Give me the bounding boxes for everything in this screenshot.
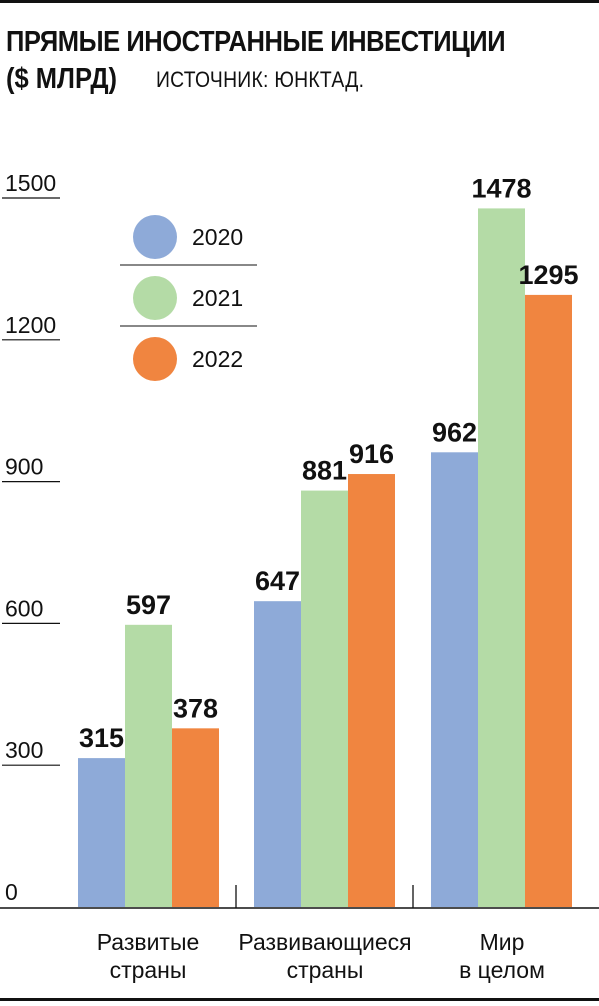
legend: 2020 2021 2022	[120, 215, 257, 381]
y-tick-label: 900	[5, 454, 43, 480]
y-tick-label: 600	[5, 595, 43, 621]
bar	[348, 474, 395, 907]
y-tick-label: 300	[5, 737, 43, 763]
bar	[172, 728, 219, 907]
bar	[125, 624, 172, 907]
bar	[478, 208, 525, 907]
x-category-label: Развивающиеся	[238, 929, 411, 955]
legend-swatch	[133, 215, 177, 259]
bar-value-label: 881	[302, 456, 347, 486]
bars	[78, 208, 572, 907]
top-rule	[0, 0, 599, 3]
legend-swatch	[133, 337, 177, 381]
chart-source: ИСТОЧНИК: ЮНКТАД.	[156, 67, 365, 92]
y-tick-label: 1200	[5, 312, 56, 338]
bar-value-label: 315	[79, 723, 124, 753]
x-category-label: Мир	[480, 929, 525, 955]
bar	[431, 452, 478, 907]
bar-value-label: 1295	[518, 260, 578, 290]
bottom-rule	[0, 998, 599, 1001]
chart-unit: ($ МЛРД)	[6, 63, 118, 95]
bar-value-label: 916	[349, 439, 394, 469]
y-axis: 0 300 600 900 1200 1500	[2, 170, 60, 905]
legend-swatch	[133, 276, 177, 320]
bar	[525, 294, 572, 907]
legend-label: 2022	[192, 346, 243, 372]
bar-value-label: 647	[255, 566, 300, 596]
value-labels: 315 647 962 597 881 1478 378 916 1295	[79, 173, 579, 753]
y-tick-label: 0	[5, 879, 18, 905]
bar	[254, 601, 301, 907]
y-tick-label: 1500	[5, 170, 56, 196]
x-category-label: страны	[110, 957, 187, 983]
x-category-label: Развитые	[97, 929, 200, 955]
bar-value-label: 597	[126, 590, 171, 620]
legend-label: 2021	[192, 285, 243, 311]
bar	[78, 758, 125, 907]
bar-value-label: 1478	[471, 173, 531, 203]
bar-value-label: 962	[432, 417, 477, 447]
x-category-label: страны	[287, 957, 364, 983]
x-category-label: в целом	[459, 957, 545, 983]
legend-label: 2020	[192, 224, 243, 250]
bar-value-label: 378	[173, 693, 218, 723]
chart-title: ПРЯМЫЕ ИНОСТРАННЫЕ ИНВЕСТИЦИИ	[6, 26, 506, 58]
bar	[301, 490, 348, 907]
